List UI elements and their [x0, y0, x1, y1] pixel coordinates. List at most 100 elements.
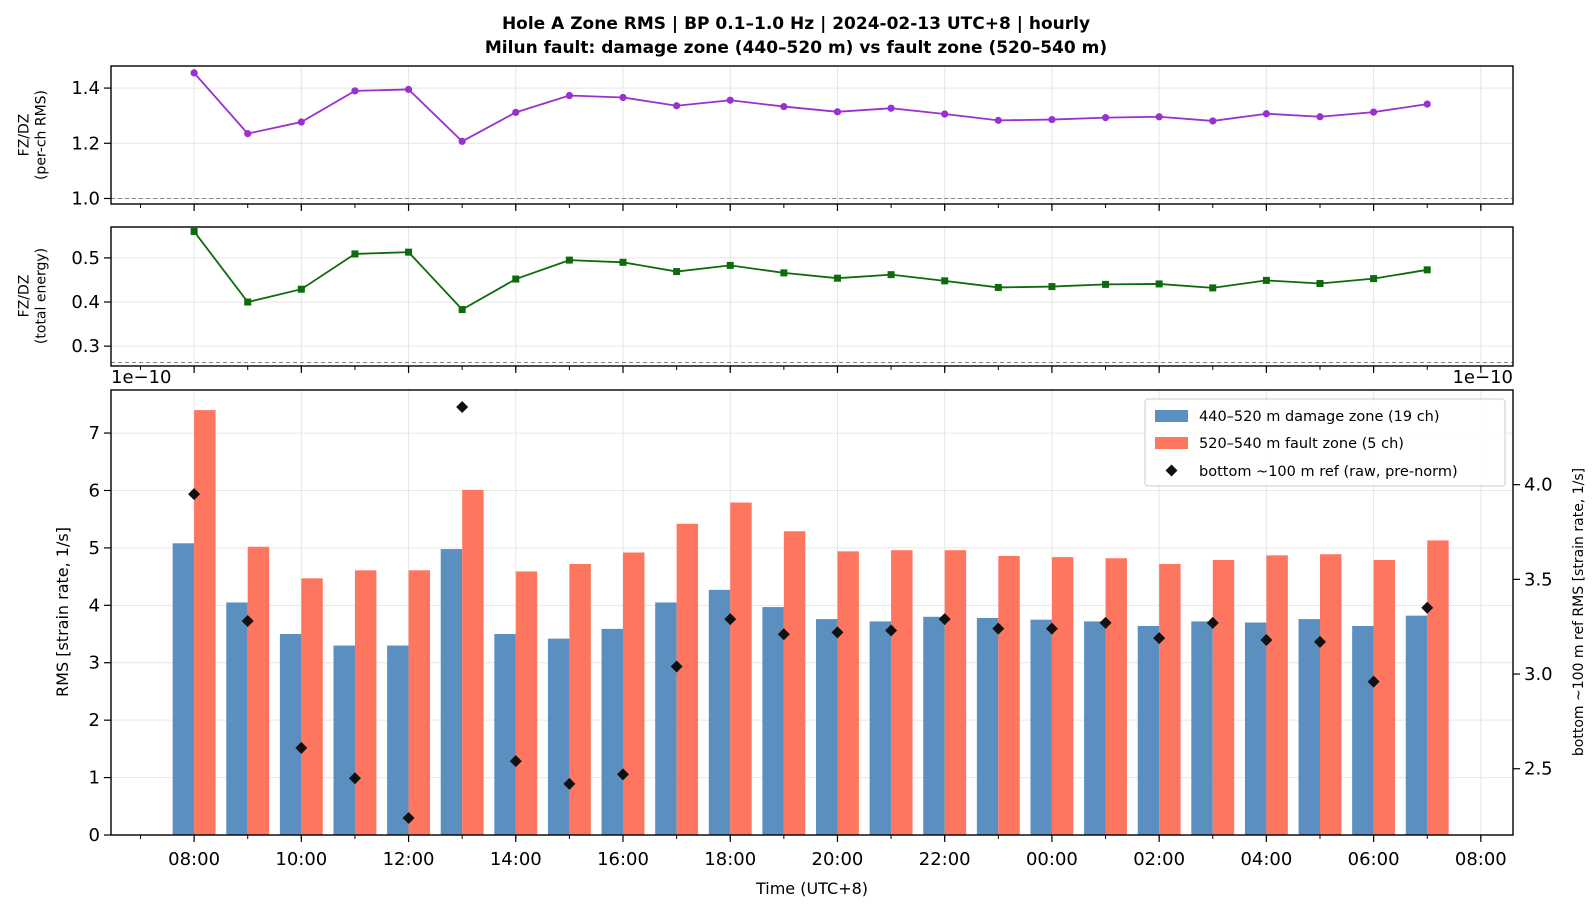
x-tick-label: 06:00: [1348, 849, 1400, 870]
damage-zone-bar: [440, 549, 463, 835]
fault-zone-bar: [676, 523, 699, 835]
legend-label-ref: bottom ~100 m ref (raw, pre-norm): [1199, 464, 1458, 480]
ratio-energy-point: [512, 275, 520, 283]
ratio-energy-point: [190, 227, 198, 235]
damage-zone-bar: [494, 634, 516, 835]
damage-zone-bar: [387, 645, 409, 835]
ratio-rms-point: [1209, 117, 1217, 125]
ratio-rms-point: [833, 108, 842, 116]
fault-zone-bar: [301, 578, 323, 835]
ratio-energy-point: [244, 298, 252, 306]
ref-marker: [885, 624, 898, 637]
x-tick-label: 08:00: [1455, 849, 1507, 870]
ratio-rms-point: [565, 91, 573, 100]
y-tick-label: 1.2: [71, 133, 100, 154]
y-tick-label: 0.5: [71, 248, 100, 269]
ref-marker: [1260, 633, 1273, 646]
x-tick-label: 02:00: [1133, 849, 1185, 870]
ref-marker: [1045, 622, 1058, 635]
ratio-rms-point: [619, 93, 627, 102]
x-tick-label: 16:00: [597, 849, 649, 870]
ratio-energy-point: [458, 306, 466, 314]
ref-marker: [724, 613, 737, 626]
y-right-tick-label: 4.0: [1524, 475, 1553, 496]
offset-label-right: 1e−10: [1452, 367, 1513, 388]
ratio-rms-panel: 1.0 1.2 1.4 FZ/DZ(per-ch RMS): [17, 65, 1514, 211]
ratio-energy-point: [297, 285, 305, 293]
ratio-rms-point: [780, 102, 788, 111]
damage-zone-bar: [172, 543, 195, 835]
ref-marker: [456, 401, 469, 414]
damage-zone-bar: [1352, 625, 1374, 835]
y-tick-label: 0: [89, 825, 100, 846]
x-tick-label: 08:00: [168, 849, 220, 870]
ratio-rms-point: [1423, 100, 1431, 108]
legend: 440–520 m damage zone (19 ch) 520–540 m …: [1144, 398, 1506, 487]
damage-zone-bar: [1030, 619, 1052, 835]
ratio-energy-point: [994, 283, 1002, 291]
ref-marker: [509, 755, 522, 768]
y-tick-label: 7: [89, 423, 100, 444]
chart-title: Hole A Zone RMS | BP 0.1–1.0 Hz | 2024-0…: [502, 14, 1090, 34]
y-tick-label: 1.4: [71, 78, 100, 99]
ref-marker: [1367, 675, 1380, 688]
fault-zone-bar: [1373, 559, 1396, 835]
ratio-energy-point: [941, 277, 949, 285]
ratio-energy-point: [726, 261, 734, 269]
x-tick-label: 10:00: [275, 849, 327, 870]
fault-zone-bar: [998, 555, 1020, 835]
ref-marker: [1421, 601, 1434, 614]
ratio-energy-point: [1102, 280, 1110, 288]
ref-marker: [348, 772, 361, 785]
fault-zone-bar: [569, 563, 591, 835]
fault-zone-bar: [1051, 557, 1074, 835]
damage-zone-bar: [333, 645, 355, 835]
ratio-energy-line: [193, 230, 1428, 311]
y-tick-label: 3: [89, 653, 100, 674]
ratio-energy-point: [1262, 276, 1270, 284]
damage-zone-bar: [226, 602, 248, 835]
ratio-energy-point: [833, 274, 841, 282]
ref-marker: [1206, 616, 1219, 629]
offset-label-left: 1e−10: [111, 367, 172, 388]
fault-zone-bar: [1266, 555, 1288, 835]
x-tick-label: 00:00: [1026, 849, 1078, 870]
fault-zone-bar: [1105, 558, 1127, 835]
x-tick-label: 22:00: [919, 849, 971, 870]
ratio-rms-point: [1370, 108, 1378, 116]
ratio-rms-point: [1155, 113, 1163, 121]
y-right-tick-label: 2.5: [1524, 759, 1553, 780]
damage-zone-bar: [869, 621, 892, 835]
ratio-rms-point: [1048, 115, 1056, 124]
fault-zone-bar: [515, 571, 538, 835]
damage-zone-bar: [1405, 615, 1428, 835]
ratio-energy-point: [780, 269, 788, 277]
damage-zone-bar: [1137, 625, 1160, 835]
ratio-energy-point: [1155, 280, 1163, 288]
ratio-energy-panel: 0.3 0.4 0.5 FZ/DZ(total energy): [17, 226, 1514, 373]
fault-zone-bar: [247, 546, 270, 835]
x-tick-label: 20:00: [812, 849, 864, 870]
ratio-rms-point: [941, 110, 949, 118]
ratio-rms-point: [297, 118, 305, 126]
fault-zone-bar: [730, 502, 752, 835]
ratio-energy-point: [405, 248, 413, 256]
damage-zone-bar: [816, 619, 838, 835]
fault-zone-bar: [194, 410, 216, 835]
x-tick-label: 04:00: [1240, 849, 1292, 870]
ratio-energy-point: [619, 258, 627, 266]
ratio-energy-point: [673, 268, 681, 276]
damage-zone-bar: [279, 634, 302, 835]
fault-zone-bar: [1427, 540, 1449, 835]
legend-swatch-fault-zone: [1155, 437, 1188, 449]
ref-marker: [188, 488, 201, 501]
ratio-rms-point: [1101, 114, 1110, 122]
y-tick-label: 6: [89, 480, 100, 501]
ref-marker: [992, 622, 1005, 635]
damage-zone-bar: [655, 602, 677, 835]
legend-box: [1144, 398, 1506, 487]
y-tick-label: 0.4: [71, 292, 100, 313]
x-tick-label: 18:00: [704, 849, 756, 870]
ref-ylabel: bottom ~100 m ref RMS [strain rate, 1/s]: [1571, 468, 1587, 756]
ratio-rms-point: [458, 137, 466, 145]
